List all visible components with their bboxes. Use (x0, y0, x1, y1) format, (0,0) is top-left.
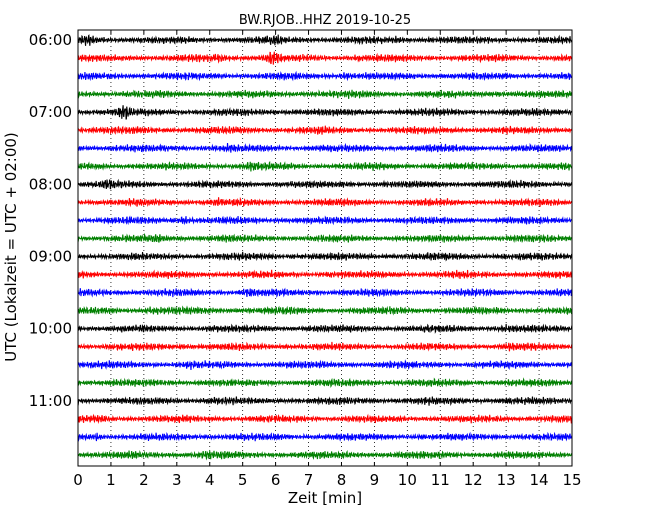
trace-0900 (77, 251, 573, 262)
x-axis-label: Zeit [min] (288, 489, 362, 507)
trace-1000 (77, 323, 573, 334)
x-tick-labels: 0 1 2 3 4 5 6 7 8 9 10 11 12 13 14 15 (73, 471, 581, 489)
x-tick-label-8: 8 (337, 471, 347, 489)
x-tick-label-3: 3 (172, 471, 182, 489)
x-tick-label-12: 12 (464, 471, 483, 489)
trace-0915 (77, 269, 573, 280)
plot-frame (77, 29, 573, 467)
trace-0845 (77, 232, 573, 244)
x-tick-label-5: 5 (238, 471, 248, 489)
y-axis-label: UTC (Lokalzeit = UTC + 02:00) (2, 132, 20, 362)
x-tick-label-4: 4 (205, 471, 215, 489)
y-tick-label-3: 09:00 (29, 247, 72, 265)
y-tick-labels: 06:00 07:00 08:00 09:00 10:00 11:00 (29, 31, 72, 410)
trace-1015 (77, 341, 573, 352)
x-tick-label-14: 14 (530, 471, 549, 489)
trace-1115 (77, 413, 573, 424)
y-tick-label-5: 11:00 (29, 392, 72, 410)
x-tick-label-11: 11 (431, 471, 450, 489)
x-tick-label-7: 7 (304, 471, 314, 489)
trace-0945 (77, 305, 573, 316)
trace-1045 (77, 377, 573, 389)
chart-title: BW.RJOB..HHZ 2019-10-25 (239, 13, 411, 28)
x-tick-label-6: 6 (271, 471, 281, 489)
x-tick-label-0: 0 (73, 471, 83, 489)
trace-0815 (77, 196, 573, 208)
trace-0615 (77, 51, 573, 65)
trace-0800 (77, 178, 573, 190)
x-tick-label-1: 1 (106, 471, 116, 489)
grid-lines (110, 30, 540, 466)
trace-0645 (77, 89, 573, 99)
trace-0745 (77, 160, 573, 172)
trace-0730 (77, 142, 573, 153)
x-tick-label-9: 9 (370, 471, 380, 489)
x-tick-label-2: 2 (139, 471, 149, 489)
trace-0630 (77, 70, 573, 82)
trace-0830 (77, 215, 573, 226)
trace-0930 (77, 287, 573, 299)
seismogram-traces (77, 34, 573, 461)
trace-1100 (77, 396, 573, 407)
trace-1145 (77, 449, 573, 461)
trace-1130 (77, 431, 573, 442)
trace-1030 (77, 359, 573, 371)
x-tick-label-13: 13 (497, 471, 516, 489)
x-tick-label-10: 10 (398, 471, 417, 489)
y-tick-label-1: 07:00 (29, 103, 72, 121)
x-tick-label-15: 15 (562, 471, 581, 489)
trace-0600 (77, 34, 573, 46)
axis-ticks (77, 30, 573, 466)
y-tick-label-2: 08:00 (29, 175, 72, 193)
y-tick-label-0: 06:00 (29, 31, 72, 49)
y-tick-label-4: 10:00 (29, 320, 72, 338)
trace-0715 (77, 125, 573, 136)
trace-0700 (77, 105, 573, 120)
